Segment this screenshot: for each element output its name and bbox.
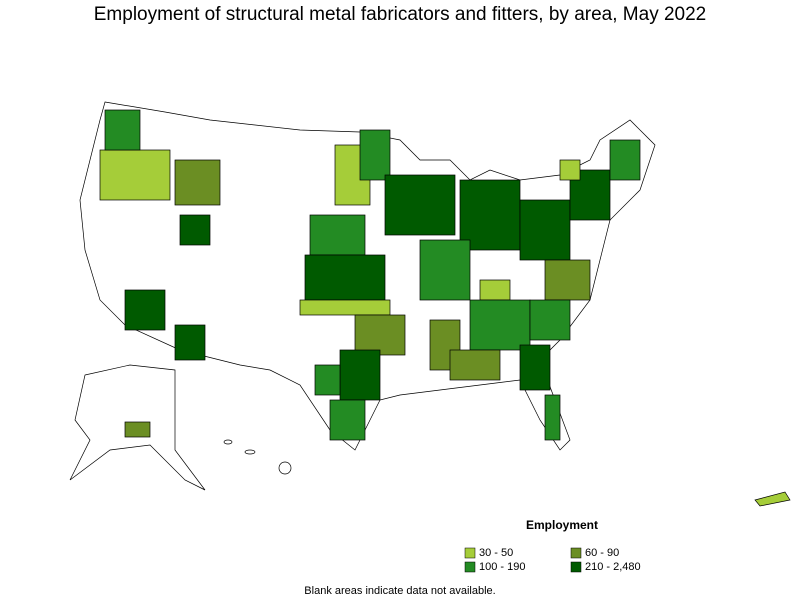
area (174, 324, 206, 361)
legend-label: 60 - 90 (585, 547, 619, 559)
legend-title: Employment (526, 518, 598, 532)
map-title: Employment of structural metal fabricato… (94, 4, 707, 25)
area (609, 139, 641, 181)
hawaii-island (278, 461, 292, 475)
puerto-rico-area (754, 491, 791, 507)
hawaii-island (244, 449, 256, 455)
legend-label: 100 - 190 (479, 561, 525, 573)
legend-swatch (464, 561, 476, 573)
legend-label: 210 - 2,480 (585, 561, 641, 573)
area (299, 299, 391, 316)
area (449, 349, 501, 381)
legend-swatch (570, 561, 582, 573)
area (309, 214, 366, 256)
area (104, 109, 141, 151)
area (519, 344, 551, 391)
area (529, 299, 571, 341)
area (314, 364, 341, 396)
legend-swatch (570, 547, 582, 559)
area (179, 214, 211, 246)
area (174, 159, 221, 206)
area (359, 129, 391, 181)
legend-label: 30 - 50 (479, 547, 513, 559)
area (124, 421, 151, 438)
hawaii-island (223, 439, 233, 445)
area (544, 394, 561, 441)
area (339, 349, 381, 401)
footnote: Blank areas indicate data not available. (304, 585, 495, 597)
area (544, 259, 591, 301)
legend-swatch (464, 547, 476, 559)
legend: Employment 30 - 50 60 - 90 100 - 190 210 - … (464, 518, 641, 573)
area (329, 399, 366, 441)
area (559, 159, 581, 181)
area (419, 239, 471, 301)
map (69, 101, 791, 507)
area (99, 149, 171, 201)
area (459, 179, 521, 251)
area (304, 254, 386, 301)
area (469, 299, 531, 351)
area (519, 199, 571, 261)
area (354, 314, 406, 356)
area (384, 174, 456, 236)
area (124, 289, 166, 331)
area (479, 279, 511, 301)
